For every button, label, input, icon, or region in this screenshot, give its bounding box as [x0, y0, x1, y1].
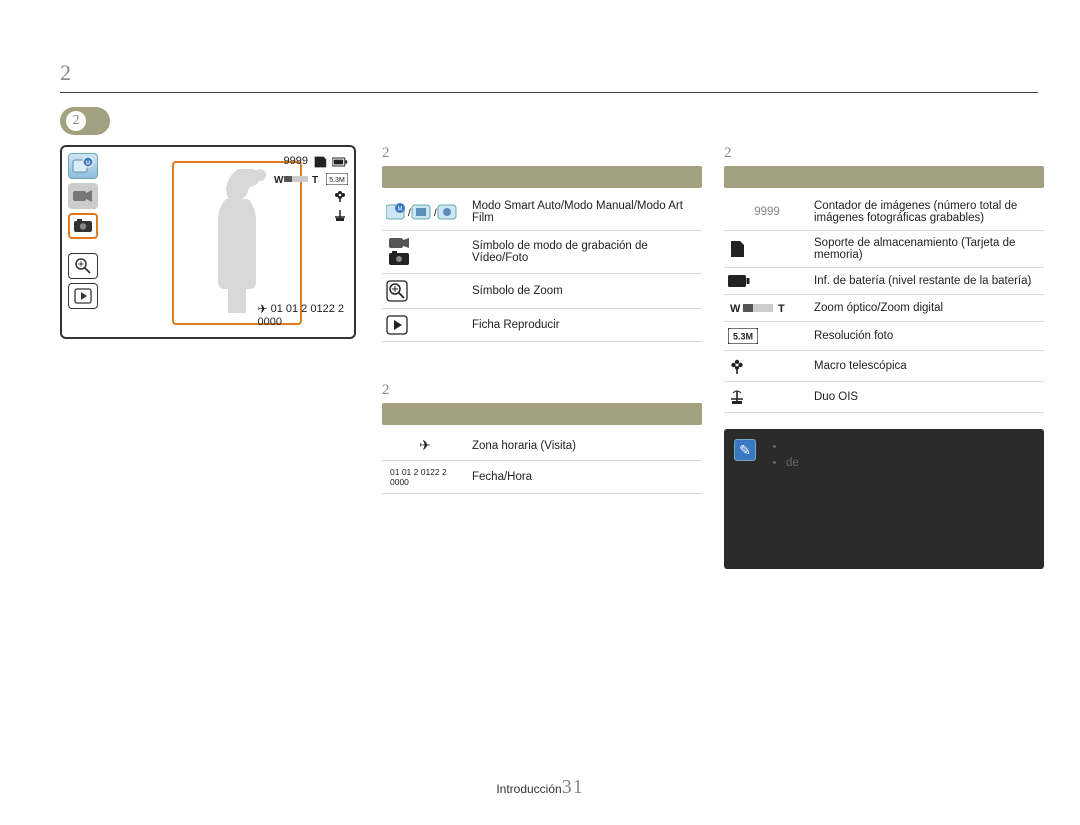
macro-flower-icon [724, 351, 810, 382]
battery-icon [332, 155, 348, 169]
legend-label: Símbolo de modo de grabación de Vídeo/Fo… [468, 231, 702, 274]
svg-text:/: / [408, 208, 411, 219]
ois-icon [332, 207, 348, 223]
svg-text:W: W [730, 303, 741, 315]
play-icon [68, 283, 98, 309]
video-mode-icon [68, 183, 98, 209]
screen-date-line1: 01 01 2 0122 2 [271, 303, 344, 315]
right-subhead-num: 2 [724, 145, 1044, 162]
table-row: 5.3M Resolución foto [724, 322, 1044, 351]
zoom-symbol-icon [382, 274, 468, 309]
note-icon: ✎ [734, 439, 756, 461]
wt-zoom-bar-icon: W T [272, 173, 322, 185]
section-pill: 2 [60, 107, 110, 135]
svg-text:/: / [434, 208, 437, 219]
screen-date-line2: 0000 [257, 316, 281, 328]
photo-mode-icon [68, 213, 98, 239]
datetime-legend-icon: 01 01 2 0122 20000 [382, 461, 468, 494]
card-icon [312, 155, 328, 169]
legend-label: Ficha Reproducir [468, 309, 702, 342]
screen-left-icons: M [68, 153, 98, 309]
page-number-top: 2 [60, 60, 1038, 86]
legend-label: Zoom óptico/Zoom digital [810, 295, 1044, 322]
legend-label: Fecha/Hora [468, 461, 702, 494]
table-row: Símbolo de modo de grabación de Vídeo/Fo… [382, 231, 702, 274]
legend-label: Resolución foto [810, 322, 1044, 351]
table-row: WT Zoom óptico/Zoom digital [724, 295, 1044, 322]
mid-subhead-bar-1 [382, 166, 702, 188]
footer-page-number: 31 [562, 776, 584, 798]
info-note-item [786, 439, 1024, 455]
table-row: Duo OIS [724, 382, 1044, 413]
table-row: Soporte de almacenamiento (Tarjeta de me… [724, 231, 1044, 268]
legend-label: Macro telescópica [810, 351, 1044, 382]
info-note-box: ✎ de [724, 429, 1044, 569]
svg-text:T: T [312, 175, 318, 185]
table-row: Macro telescópica [724, 351, 1044, 382]
table-row: ✈ Zona horaria (Visita) [382, 431, 702, 461]
mode-icon: M [68, 153, 98, 179]
legend-label: Soporte de almacenamiento (Tarjeta de me… [810, 231, 1044, 268]
column-middle: 2 M / / Modo Smart Auto/Modo Manua [382, 145, 702, 494]
memory-card-icon [724, 231, 810, 268]
table-row: 9999 Contador de imágenes (número total … [724, 194, 1044, 231]
legend-label: Modo Smart Auto/Modo Manual/Modo Art Fil… [468, 194, 702, 231]
camera-screen: M 9999 [60, 145, 356, 339]
right-subhead-bar [724, 166, 1044, 188]
flower-icon [332, 188, 348, 204]
mid-subhead-num-1: 2 [382, 145, 702, 162]
legend-table-right: 9999 Contador de imágenes (número total … [724, 194, 1044, 413]
table-row: Símbolo de Zoom [382, 274, 702, 309]
legend-table-left: M / / Modo Smart Auto/Modo Manual/Modo A… [382, 194, 702, 342]
duo-ois-icon [724, 382, 810, 413]
svg-text:M: M [86, 161, 91, 167]
section-pill-number: 2 [66, 111, 86, 131]
play-tab-icon [382, 309, 468, 342]
screen-counter: 9999 [284, 153, 308, 170]
footer-label: Introducción [496, 782, 561, 796]
resolution-badge-icon: 5.3M [724, 322, 810, 351]
column-right: 2 9999 Contador de imágenes (número tota… [724, 145, 1044, 569]
svg-text:T: T [778, 303, 785, 315]
column-left: M 9999 [60, 145, 360, 339]
legend-label: Símbolo de Zoom [468, 274, 702, 309]
main-columns: M 9999 [60, 145, 1038, 569]
legend-table-mid: ✈ Zona horaria (Visita) 01 01 2 0122 200… [382, 431, 702, 494]
airplane-icon: ✈ [257, 303, 267, 316]
counter-text-icon: 9999 [724, 194, 810, 231]
screen-footer-text: ✈ 01 01 2 0122 2 0000 [257, 302, 344, 329]
table-row: M / / Modo Smart Auto/Modo Manual/Modo A… [382, 194, 702, 231]
info-note-list: de [786, 439, 1030, 471]
mid-subhead-num-2: 2 [382, 382, 702, 399]
table-row: Inf. de batería (nivel restante de la ba… [724, 268, 1044, 295]
legend-label: Inf. de batería (nivel restante de la ba… [810, 268, 1044, 295]
table-row: 01 01 2 0122 20000 Fecha/Hora [382, 461, 702, 494]
res-badge-icon: 5.3M [326, 173, 348, 185]
table-row: Ficha Reproducir [382, 309, 702, 342]
zoom-icon [68, 253, 98, 279]
video-photo-icon [382, 231, 468, 274]
mid-subhead-bar-2 [382, 403, 702, 425]
mode-trio-icon: M / / [382, 194, 468, 231]
legend-label: Duo OIS [810, 382, 1044, 413]
wt-zoom-legend-icon: WT [724, 295, 810, 322]
svg-text:W: W [274, 175, 284, 185]
screen-right-icons: 9999 W T 5.3M [272, 153, 348, 223]
page-footer: Introducción31 [0, 776, 1080, 799]
airplane-legend-icon: ✈ [382, 431, 468, 461]
legend-label: Zona horaria (Visita) [468, 431, 702, 461]
top-rule [60, 92, 1038, 93]
battery-legend-icon [724, 268, 810, 295]
svg-text:5.3M: 5.3M [733, 332, 753, 342]
info-note-item: de [786, 455, 1024, 471]
svg-text:M: M [398, 207, 403, 213]
legend-label: Contador de imágenes (número total de im… [810, 194, 1044, 231]
svg-text:5.3M: 5.3M [329, 177, 345, 184]
